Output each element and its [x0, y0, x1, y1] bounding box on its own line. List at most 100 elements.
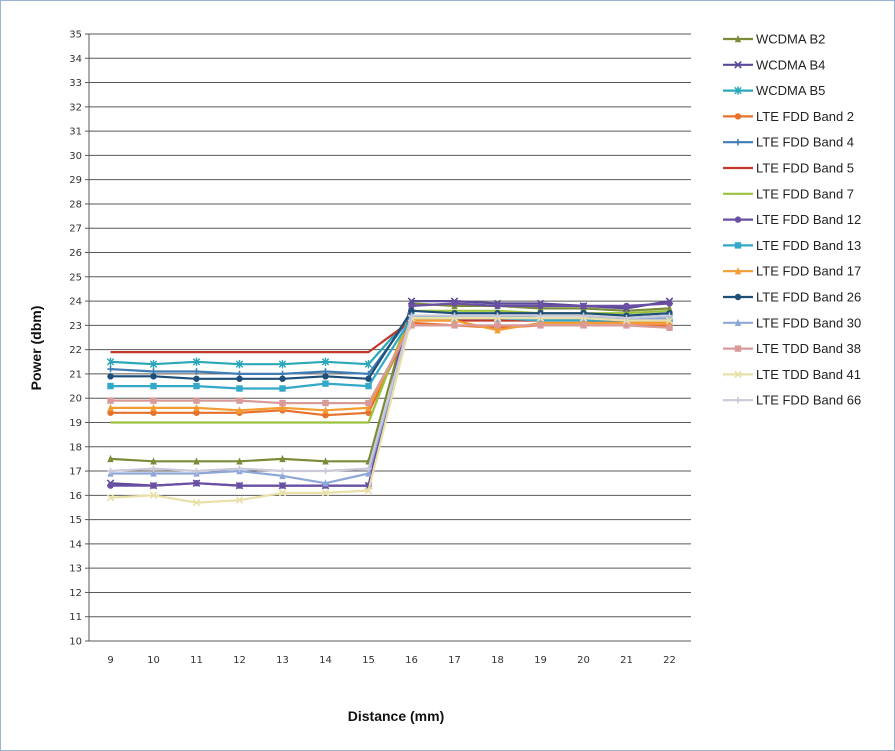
data-point	[193, 382, 200, 390]
legend-label: LTE FDD Band 4	[756, 135, 854, 150]
data-point	[150, 469, 157, 477]
y-tick-label: 12	[69, 588, 82, 599]
legend-entry: LTE FDD Band 2	[723, 109, 854, 124]
series-line	[110, 324, 670, 405]
data-point	[279, 385, 286, 392]
x-tick-labels: 9 10 11 12 13 14 15 16 17 18 19 20 21 22	[107, 655, 676, 666]
data-point	[106, 357, 115, 366]
x-tick-label: 10	[147, 655, 160, 666]
data-point	[107, 403, 114, 412]
data-point	[408, 312, 415, 319]
data-point	[408, 302, 415, 310]
x-tick-label: 14	[319, 655, 332, 666]
x-tick-label: 20	[577, 655, 590, 666]
data-point	[666, 318, 673, 327]
data-point	[236, 457, 243, 465]
legend-marker	[734, 267, 742, 275]
data-point	[623, 314, 630, 322]
data-point	[322, 380, 329, 387]
data-point	[236, 465, 243, 472]
data-point	[279, 471, 286, 480]
series-13	[107, 322, 673, 407]
data-point	[193, 467, 200, 475]
data-point	[236, 375, 243, 382]
y-tick-label: 10	[69, 637, 82, 648]
data-point	[322, 479, 329, 487]
data-point	[665, 316, 674, 325]
legend-marker	[734, 242, 742, 249]
series-15	[107, 312, 673, 475]
legend-marker	[734, 318, 742, 326]
legend: WCDMA B2 WCDMA B4 WCDMA B5 LTE FDD Band 2 LT…	[723, 32, 861, 408]
legend-entry: LTE TDD Band 41	[723, 367, 861, 382]
data-point	[365, 469, 372, 477]
legend-entry: LTE FDD Band 17	[723, 264, 861, 279]
y-tick-label: 18	[69, 442, 82, 453]
legend-marker	[734, 216, 742, 223]
data-point	[193, 368, 200, 375]
legend-label: LTE FDD Band 26	[756, 290, 861, 305]
data-point	[192, 357, 201, 366]
x-axis-title: Distance (mm)	[348, 708, 444, 724]
data-point	[666, 300, 673, 307]
data-point	[150, 457, 157, 465]
x-tick-label: 18	[491, 655, 504, 666]
y-tick-label: 20	[69, 394, 82, 405]
data-point	[322, 411, 329, 419]
y-tick-label: 23	[69, 321, 82, 332]
y-tick-label: 17	[69, 467, 82, 478]
data-point	[278, 489, 287, 497]
y-tick-label: 15	[69, 515, 82, 526]
data-point	[494, 326, 501, 334]
data-point	[537, 322, 544, 329]
data-point	[193, 409, 200, 416]
x-tick-label: 12	[233, 655, 246, 666]
legend-entry: LTE FDD Band 4	[723, 135, 854, 150]
legend-label: WCDMA B2	[756, 32, 825, 47]
data-point	[365, 399, 372, 407]
x-tick-label: 19	[534, 655, 547, 666]
data-point	[107, 365, 114, 373]
data-point	[193, 397, 200, 404]
y-tick-label: 27	[69, 224, 82, 235]
data-point	[365, 465, 372, 472]
data-point	[107, 467, 114, 475]
legend-entry: WCDMA B5	[723, 83, 825, 98]
legend-label: LTE FDD Band 13	[756, 238, 861, 253]
data-point	[150, 403, 157, 412]
y-tick-label: 29	[69, 175, 82, 186]
legend-marker	[734, 35, 742, 43]
y-tick-label: 22	[69, 345, 82, 356]
data-point	[666, 304, 673, 312]
legend-marker	[734, 345, 742, 352]
data-point	[580, 312, 587, 319]
y-tick-label: 32	[69, 102, 82, 113]
data-point	[580, 322, 587, 329]
data-point	[279, 399, 286, 407]
data-point	[236, 385, 243, 392]
data-point	[192, 498, 201, 507]
data-point	[322, 467, 329, 475]
data-point	[408, 322, 415, 329]
legend-label: LTE FDD Band 7	[756, 186, 854, 201]
y-tick-label: 19	[69, 418, 82, 429]
data-point	[279, 467, 286, 475]
data-point	[365, 403, 372, 412]
legend-label: LTE FDD Band 30	[756, 315, 861, 330]
legend-marker	[734, 397, 742, 404]
data-point	[193, 457, 200, 465]
legend-label: LTE FDD Band 2	[756, 109, 854, 124]
legend-marker	[734, 370, 742, 379]
x-tick-label: 16	[405, 655, 418, 666]
data-point	[193, 479, 200, 487]
plot-series	[106, 297, 674, 507]
series-1	[107, 299, 673, 465]
data-point	[107, 454, 114, 463]
y-tick-labels: 10 11 12 13 14 15 16 17 18 19 20 21 22 23 24 25 26 27 28 29…	[69, 30, 82, 648]
data-point	[365, 409, 372, 416]
data-point	[193, 403, 200, 412]
data-point	[451, 312, 458, 319]
x-tick-label: 11	[190, 655, 203, 666]
series-line	[110, 317, 670, 504]
data-point	[149, 360, 158, 369]
